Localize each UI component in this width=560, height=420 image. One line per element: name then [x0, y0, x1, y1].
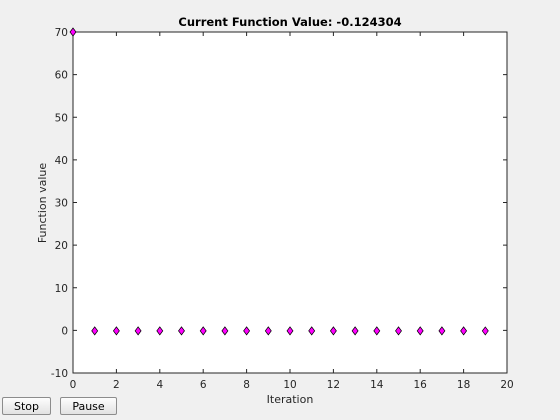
pause-button[interactable]: Pause — [60, 397, 117, 415]
data-point — [438, 326, 446, 336]
y-tick-label: 40 — [55, 155, 68, 167]
data-point — [373, 326, 381, 336]
x-tick-label: 0 — [70, 379, 77, 391]
y-tick-label: 70 — [55, 27, 68, 39]
y-tick-label: 0 — [61, 325, 68, 337]
data-point — [112, 326, 120, 336]
y-tick-labels: -10 0 10 20 30 40 50 60 70 — [51, 27, 68, 380]
y-tick-label: 50 — [55, 112, 68, 124]
x-tick-label: 4 — [156, 379, 163, 391]
x-tick-labels: 0 2 4 6 8 10 12 14 16 18 20 — [70, 379, 514, 391]
y-tick-label: -10 — [51, 368, 68, 380]
x-tick-label: 2 — [113, 379, 120, 391]
plot-area — [72, 31, 508, 374]
data-point — [91, 326, 99, 336]
y-tick-label: 20 — [55, 240, 68, 252]
data-point — [221, 326, 229, 336]
data-point — [329, 326, 337, 336]
y-tick-label: 30 — [55, 198, 68, 210]
data-markers — [69, 27, 489, 336]
data-point — [199, 326, 207, 336]
x-tick-label: 14 — [370, 379, 384, 391]
data-point — [178, 326, 185, 336]
data-point — [69, 27, 77, 37]
x-tick-label: 6 — [200, 379, 207, 391]
x-tick-label: 10 — [283, 379, 296, 391]
x-tick-label: 8 — [243, 379, 250, 391]
data-point — [481, 326, 489, 336]
x-tick-label: 16 — [414, 379, 428, 391]
data-point — [243, 326, 251, 336]
data-point — [351, 326, 359, 336]
x-tick-label: 12 — [327, 379, 340, 391]
data-point — [416, 326, 424, 336]
y-tick-label: 60 — [55, 70, 68, 82]
data-point — [264, 326, 272, 336]
x-axis-label: Iteration — [267, 393, 314, 406]
chart-title: Current Function Value: -0.124304 — [178, 15, 401, 29]
data-point — [286, 326, 294, 336]
data-point — [156, 326, 164, 336]
stop-button[interactable]: Stop — [2, 397, 51, 415]
y-tick-label: 10 — [55, 283, 68, 295]
y-axis-label: Function value — [36, 163, 49, 244]
axis-ticks — [72, 31, 508, 374]
data-point — [308, 326, 316, 336]
data-point — [134, 326, 142, 336]
x-tick-label: 20 — [500, 379, 513, 391]
data-point — [395, 326, 402, 336]
data-point — [460, 326, 468, 336]
x-tick-label: 18 — [457, 379, 470, 391]
